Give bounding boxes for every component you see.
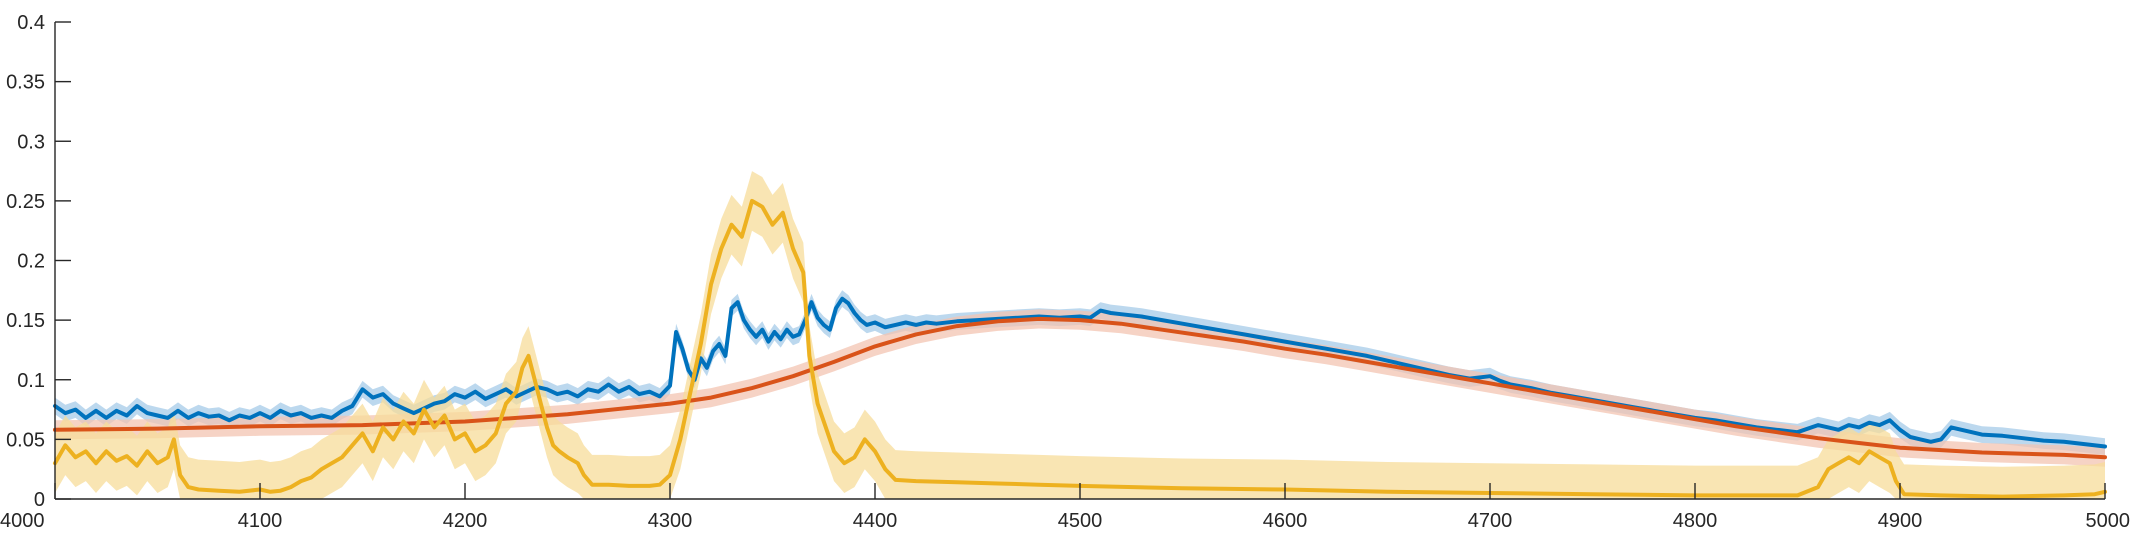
x-tick-label: 4700: [1468, 510, 1513, 532]
axes: 0 0.05 0.1 0.15 0.2 0.25 0.3 0.35 0.4 4000 4100 420…: [0, 12, 2130, 532]
x-tick-label: 4600: [1263, 510, 1308, 532]
series-2-line: [53, 316, 2107, 460]
x-tick-label: 4300: [648, 510, 693, 532]
series-2-band: [55, 309, 2105, 467]
x-tick-label: 4100: [238, 510, 283, 532]
x-tick-label: 5000: [2086, 510, 2131, 532]
y-tick-label: 0.2: [17, 251, 45, 273]
x-tick-label: 4900: [1878, 510, 1923, 532]
y-tick-label: 0.4: [17, 12, 45, 34]
y-tick-label: 0.35: [6, 72, 45, 94]
series-3-band: [55, 171, 2105, 499]
y-tick-label: 0.25: [6, 191, 45, 213]
x-tick-label: 4000: [0, 510, 45, 532]
y-tick-label: 0.15: [6, 310, 45, 332]
x-tick-label: 4200: [443, 510, 488, 532]
x-tick-label: 4800: [1673, 510, 1718, 532]
y-tick-label: 0.05: [6, 429, 45, 451]
x-tick-label: 4400: [853, 510, 898, 532]
x-tick-label: 4500: [1058, 510, 1103, 532]
uncertainty-bands: [55, 171, 2105, 499]
series-3-line: [53, 198, 2107, 499]
y-tick-label: 0.1: [17, 370, 45, 392]
y-tick-label: 0: [34, 489, 45, 511]
series-lines: [53, 198, 2107, 499]
y-tick-label: 0.3: [17, 131, 45, 153]
